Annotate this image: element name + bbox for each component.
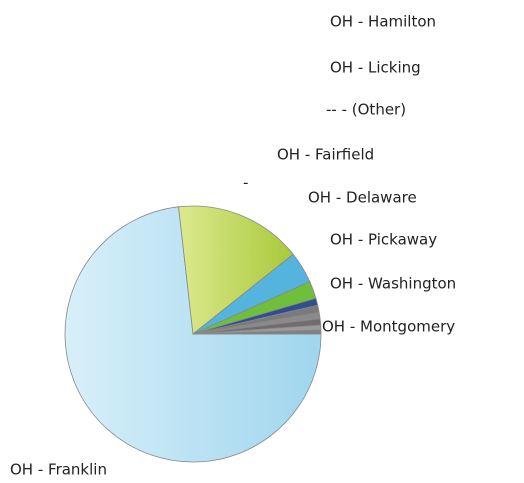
slice-label: OH - Hamilton [330,13,436,31]
slice-label: OH - Pickaway [330,231,437,249]
slice-label: OH - Delaware [308,189,417,207]
slice-label: OH - Franklin [10,461,107,479]
pie-slice [178,205,294,335]
slice-label: OH - Montgomery [322,318,455,336]
slice-label: OH - Fairfield [277,146,374,164]
slice-label: OH - Licking [330,59,421,77]
pie-slice [192,329,322,335]
slice-label: -- - (Other) [326,101,406,119]
slice-label: OH - Washington [330,275,456,293]
slice-label: - [243,174,248,192]
